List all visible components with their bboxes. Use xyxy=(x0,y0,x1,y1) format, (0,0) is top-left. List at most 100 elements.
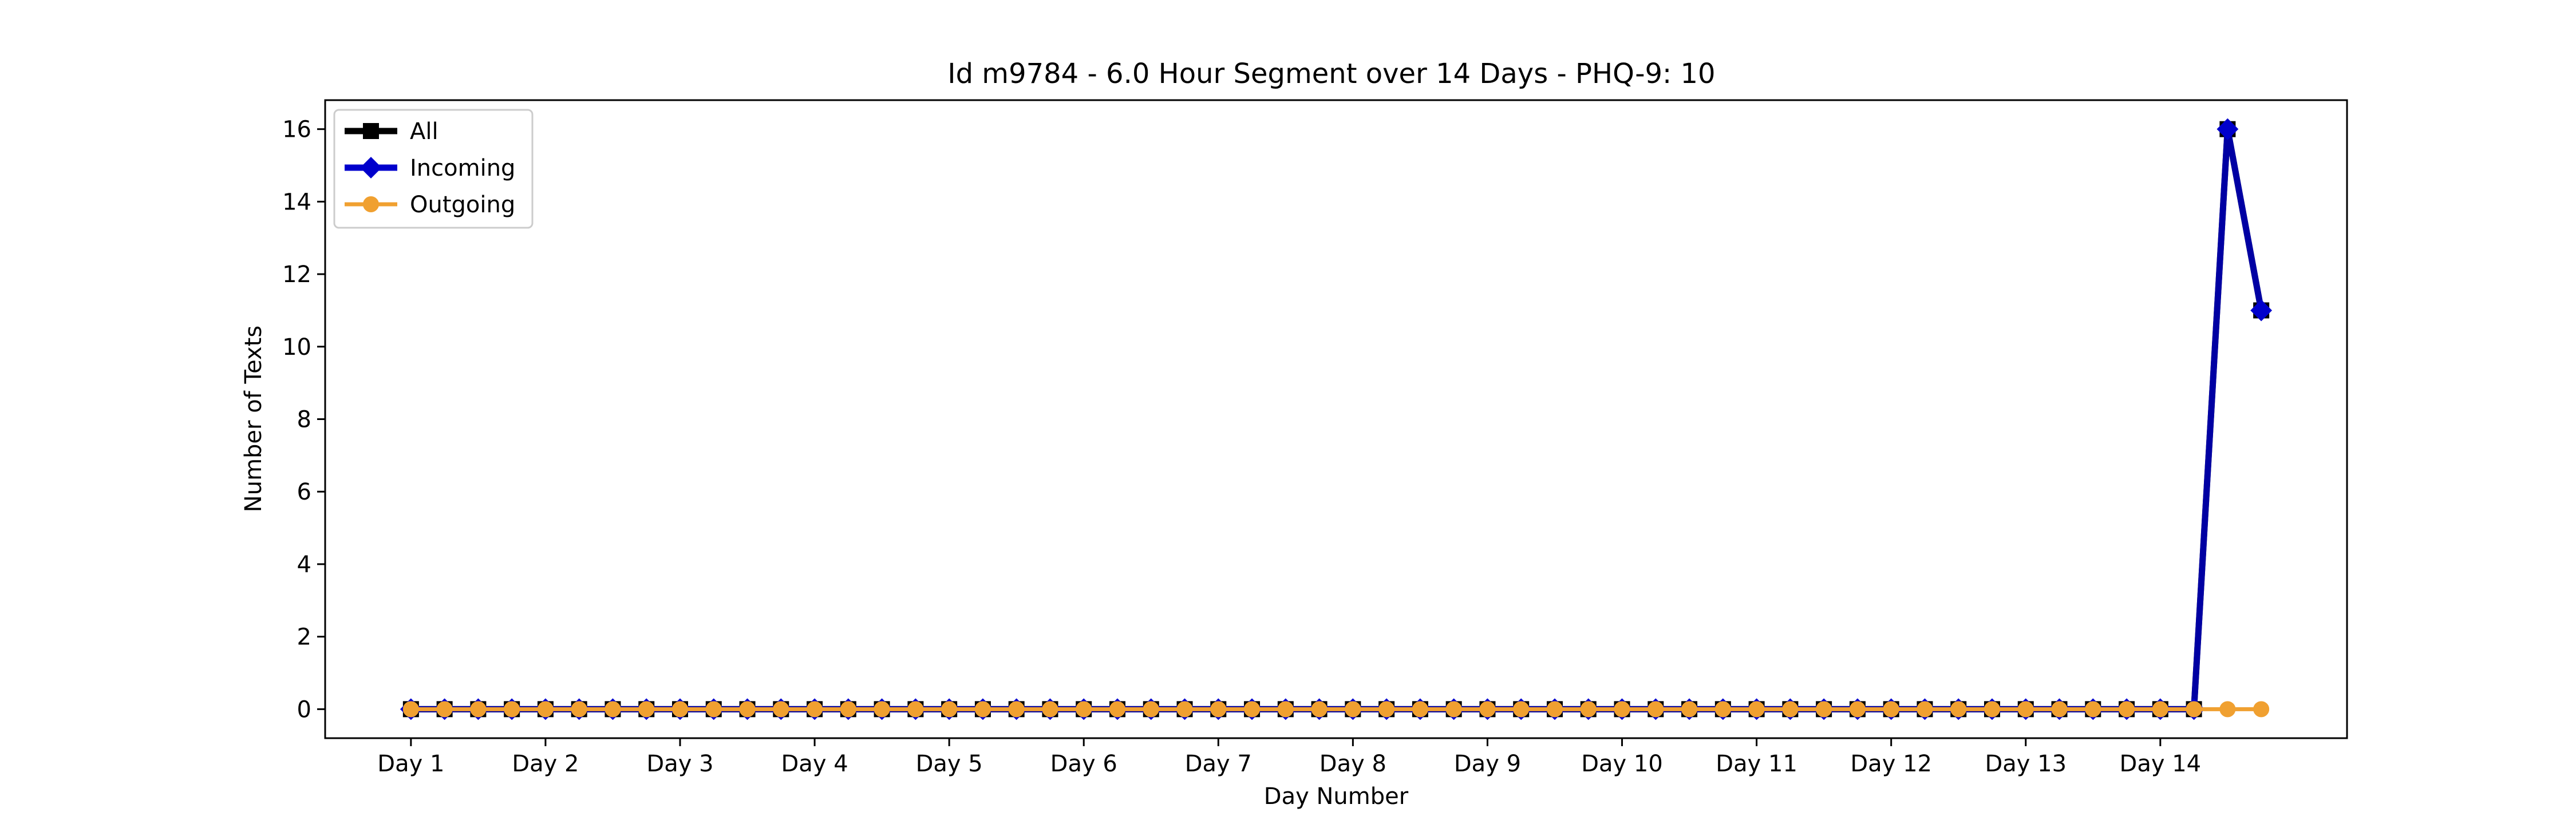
data-point xyxy=(1950,701,1967,718)
data-point xyxy=(1782,701,1799,718)
y-axis-label: Number of Texts xyxy=(240,326,267,512)
series-outgoing xyxy=(402,701,2270,718)
data-point xyxy=(2250,299,2273,322)
data-point xyxy=(1042,701,1058,718)
series-line xyxy=(410,126,2265,712)
data-point xyxy=(840,701,856,718)
data-point xyxy=(537,701,554,718)
data-point xyxy=(1008,701,1025,718)
data-point xyxy=(1647,701,1664,718)
y-tick-label: 8 xyxy=(297,407,311,433)
data-point xyxy=(571,701,587,718)
data-point xyxy=(436,701,453,718)
x-tick-label: Day 8 xyxy=(1319,751,1386,777)
plot-area xyxy=(400,118,2273,720)
data-point xyxy=(1614,701,1630,718)
y-tick-label: 6 xyxy=(297,479,311,505)
data-point xyxy=(504,701,520,718)
series-incoming xyxy=(400,118,2273,720)
data-point xyxy=(1546,701,1563,718)
x-tick-label: Day 3 xyxy=(646,751,713,777)
x-tick-label: Day 5 xyxy=(916,751,983,777)
x-tick-label: Day 12 xyxy=(1850,751,1932,777)
data-point xyxy=(1345,701,1361,718)
plot-frame xyxy=(324,99,2348,739)
x-tick-label: Day 14 xyxy=(2120,751,2202,777)
data-point xyxy=(874,701,890,718)
y-tick-label: 10 xyxy=(282,334,311,360)
legend-label: All xyxy=(410,118,438,145)
legend-item-all: All xyxy=(345,118,438,145)
y-tick-label: 4 xyxy=(297,552,311,578)
data-point xyxy=(739,701,756,718)
data-point xyxy=(974,701,991,718)
legend-marker xyxy=(363,196,379,212)
legend-item-incoming: Incoming xyxy=(345,155,515,181)
data-point xyxy=(1714,701,1731,718)
data-point xyxy=(1277,701,1294,718)
legend: All Incoming Outgoing xyxy=(333,109,534,229)
y-tick-label: 12 xyxy=(282,262,311,288)
data-point xyxy=(907,701,924,718)
data-point xyxy=(1580,701,1597,718)
data-point xyxy=(1445,701,1462,718)
data-point xyxy=(1748,701,1765,718)
data-point xyxy=(402,701,419,718)
data-point xyxy=(605,701,621,718)
legend-box xyxy=(333,109,534,229)
data-point xyxy=(2186,701,2202,718)
data-point xyxy=(807,701,823,718)
y-tick-label: 16 xyxy=(282,117,311,143)
y-tick-label: 0 xyxy=(297,696,311,723)
data-point xyxy=(470,701,487,718)
legend-marker xyxy=(363,123,379,139)
x-tick-label: Day 13 xyxy=(1985,751,2067,777)
x-tick-label: Day 11 xyxy=(1716,751,1797,777)
data-point xyxy=(2219,701,2236,718)
data-point xyxy=(1816,701,1832,718)
legend-item-outgoing: Outgoing xyxy=(345,192,515,218)
data-point xyxy=(1412,701,1428,718)
data-point xyxy=(672,701,689,718)
data-point xyxy=(705,701,722,718)
y-axis: 0 2 4 6 8 10 12 14 16 xyxy=(282,117,325,723)
legend-label: Outgoing xyxy=(410,192,515,218)
data-point xyxy=(2051,701,2068,718)
chart-title: Id m9784 - 6.0 Hour Segment over 14 Days… xyxy=(947,58,1715,90)
x-tick-label: Day 6 xyxy=(1050,751,1117,777)
series-line xyxy=(410,126,2265,712)
data-point xyxy=(1984,701,2000,718)
data-point xyxy=(773,701,789,718)
data-point xyxy=(1378,701,1395,718)
legend-marker xyxy=(360,157,382,179)
data-point xyxy=(2119,701,2135,718)
data-point xyxy=(2152,701,2168,718)
data-point xyxy=(2085,701,2101,718)
series-all xyxy=(402,121,2270,718)
data-point xyxy=(2217,118,2239,140)
data-point xyxy=(1917,701,1933,718)
y-tick-label: 14 xyxy=(282,189,311,215)
x-axis-label: Day Number xyxy=(1264,783,1409,810)
data-point xyxy=(1109,701,1126,718)
data-point xyxy=(638,701,655,718)
data-point xyxy=(1076,701,1092,718)
data-point xyxy=(2017,701,2034,718)
x-tick-label: Day 2 xyxy=(512,751,579,777)
data-point xyxy=(1513,701,1530,718)
data-point xyxy=(2253,701,2270,718)
legend-label: Incoming xyxy=(410,155,515,181)
data-point xyxy=(1681,701,1698,718)
data-point xyxy=(1143,701,1159,718)
data-point xyxy=(1883,701,1899,718)
data-point xyxy=(1311,701,1327,718)
x-tick-label: Day 9 xyxy=(1454,751,1521,777)
x-tick-label: Day 4 xyxy=(781,751,848,777)
data-point xyxy=(1244,701,1261,718)
data-point xyxy=(1849,701,1866,718)
x-axis: Day 1 Day 2 Day 3 Day 4 Day 5 Day 6 Day 7 Day 8… xyxy=(377,738,2201,777)
data-point xyxy=(1176,701,1193,718)
data-point xyxy=(1210,701,1227,718)
x-tick-label: Day 1 xyxy=(377,751,444,777)
